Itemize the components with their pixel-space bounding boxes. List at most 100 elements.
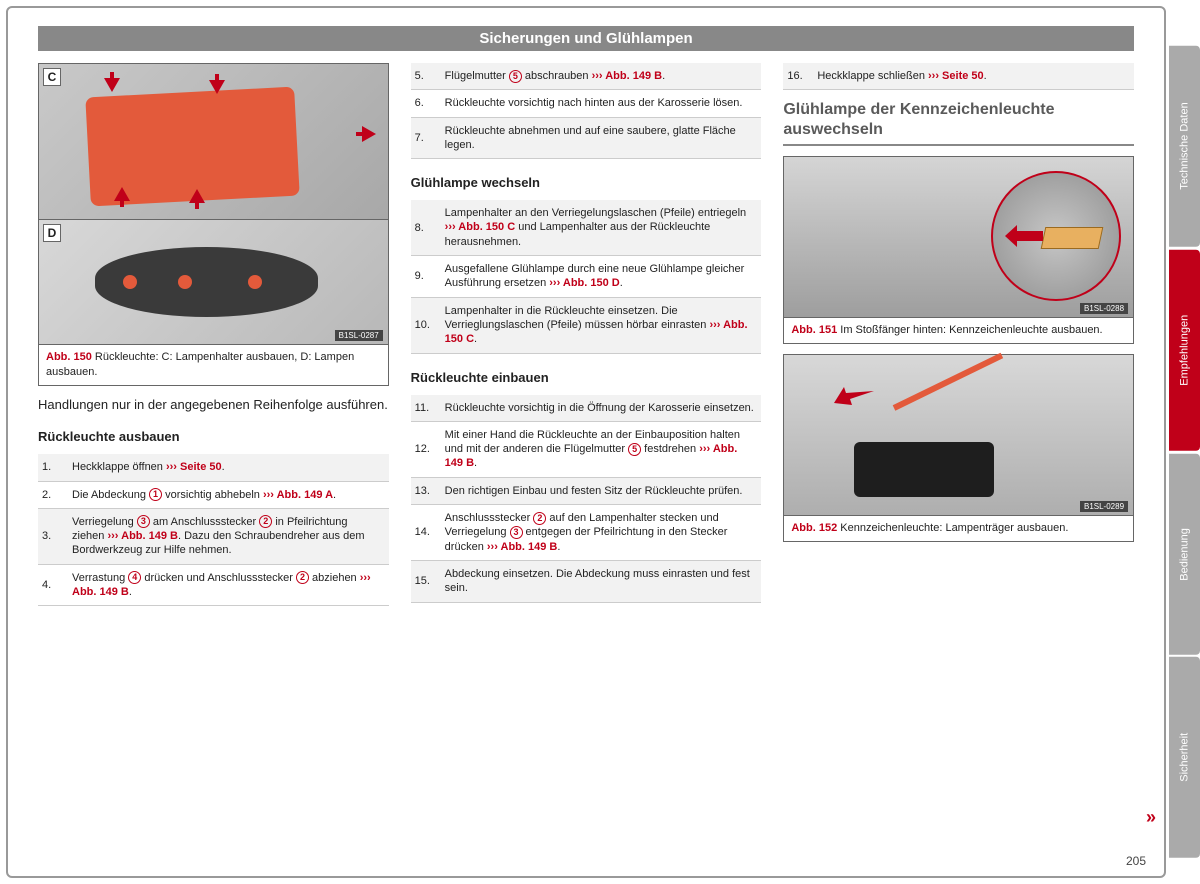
- arrow-icon: [209, 74, 225, 94]
- step-text: Abdeckung einsetzen. Die Abdeckung muss …: [439, 561, 762, 602]
- lamp-holder: [854, 442, 994, 497]
- step-row: 12.Mit einer Hand die Rückleuchte an der…: [411, 422, 762, 478]
- step-row: 9.Ausgefallene Glühlampe durch eine neue…: [411, 256, 762, 298]
- figure-tag-d: D: [43, 224, 61, 242]
- step-text: Verrastung 4 drücken und Anschlussstecke…: [66, 565, 389, 606]
- callout-number: 5: [628, 443, 641, 456]
- callout-number: 3: [510, 526, 523, 539]
- step-text: Lampenhalter an den Verriegelungslaschen…: [439, 200, 762, 255]
- step-text: Rückleuchte vorsichtig nach hinten aus d…: [439, 90, 762, 116]
- steps-list-16: 16. Heckklappe schließen ››› Seite 50.: [783, 63, 1134, 90]
- step-row: 16. Heckklappe schließen ››› Seite 50.: [783, 63, 1134, 90]
- manual-page: Sicherungen und Glühlampen C D B1SL-0287…: [6, 6, 1166, 878]
- step-text: Rückleuchte vorsichtig in die Öffnung de…: [439, 395, 762, 421]
- step-number: 12.: [411, 422, 439, 477]
- callout-number: 1: [149, 488, 162, 501]
- arrow-icon: [189, 189, 205, 209]
- cross-reference: ››› Abb. 149 B: [107, 530, 178, 542]
- callout-number: 2: [296, 571, 309, 584]
- cross-reference: ››› Abb. 150 D: [549, 277, 620, 289]
- screwdriver: [893, 353, 1003, 411]
- arrow-icon: [104, 72, 120, 92]
- step-row: 15.Abdeckung einsetzen. Die Abdeckung mu…: [411, 561, 762, 603]
- step-number: 8.: [411, 200, 439, 255]
- side-tab[interactable]: Bedienung: [1169, 454, 1200, 655]
- step-text: Lampenhalter in die Rückleuchte einsetze…: [439, 298, 762, 353]
- step-row: 4.Verrastung 4 drücken und Anschlussstec…: [38, 565, 389, 607]
- step-text: Die Abdeckung 1 vorsichtig abhebeln ››› …: [66, 482, 389, 508]
- step-text: Heckklappe öffnen ››› Seite 50.: [66, 454, 389, 480]
- zoom-circle: [991, 171, 1121, 301]
- step-text: Heckklappe schließen ››› Seite 50.: [811, 63, 1134, 89]
- step-number: 5.: [411, 63, 439, 89]
- column-1: C D B1SL-0287 Abb. 150 Rückleuchte: C: L…: [38, 63, 389, 862]
- step-number: 4.: [38, 565, 66, 606]
- callout-number: 5: [509, 70, 522, 83]
- side-tab[interactable]: Empfehlungen: [1169, 250, 1200, 451]
- step-number: 16.: [783, 63, 811, 89]
- step-text: Den richtigen Einbau und festen Sitz der…: [439, 478, 762, 504]
- side-tab[interactable]: Sicherheit: [1169, 657, 1200, 858]
- step-number: 7.: [411, 118, 439, 159]
- intro-text: Handlungen nur in der angegebenen Reihen…: [38, 396, 389, 414]
- figure-150-caption: Abb. 150 Rückleuchte: C: Lampenhalter au…: [39, 344, 388, 385]
- arrow-icon: [1005, 225, 1043, 247]
- callout-number: 2: [259, 515, 272, 528]
- figure-code: B1SL-0288: [1080, 303, 1128, 314]
- step-number: 9.: [411, 256, 439, 297]
- column-3: 16. Heckklappe schließen ››› Seite 50. G…: [783, 63, 1134, 862]
- steps-list-1: 1.Heckklappe öffnen ››› Seite 50.2.Die A…: [38, 454, 389, 606]
- cross-reference: ››› Abb. 150 C: [445, 221, 516, 233]
- side-tab[interactable]: Technische Daten: [1169, 46, 1200, 247]
- cross-reference: ››› Abb. 149 B: [592, 70, 663, 82]
- bulb-icon: [123, 275, 137, 289]
- step-row: 5.Flügelmutter 5 abschrauben ››› Abb. 14…: [411, 63, 762, 90]
- section-heading: Rückleuchte einbauen: [411, 370, 762, 385]
- section-heading: Rückleuchte ausbauen: [38, 429, 389, 444]
- bulb-icon: [248, 275, 262, 289]
- figure-tag-c: C: [43, 68, 61, 86]
- step-text: Ausgefallene Glühlampe durch eine neue G…: [439, 256, 762, 297]
- step-number: 3.: [38, 509, 66, 564]
- cross-reference: ››› Abb. 149 B: [487, 541, 558, 553]
- step-number: 6.: [411, 90, 439, 116]
- figure-152-image: B1SL-0289: [784, 355, 1133, 515]
- figure-150: C D B1SL-0287 Abb. 150 Rückleuchte: C: L…: [38, 63, 389, 386]
- step-row: 2.Die Abdeckung 1 vorsichtig abhebeln ››…: [38, 482, 389, 509]
- callout-number: 3: [137, 515, 150, 528]
- step-row: 10.Lampenhalter in die Rückleuchte einse…: [411, 298, 762, 354]
- figure-code: B1SL-0287: [335, 330, 383, 341]
- step-number: 10.: [411, 298, 439, 353]
- step-text: Anschlussstecker 2 auf den Lampenhalter …: [439, 505, 762, 560]
- step-text: Flügelmutter 5 abschrauben ››› Abb. 149 …: [439, 63, 762, 89]
- step-row: 13.Den richtigen Einbau und festen Sitz …: [411, 478, 762, 505]
- figure-152: B1SL-0289 Abb. 152 Kennzeichenleuchte: L…: [783, 354, 1134, 542]
- figure-150-image-c: C: [39, 64, 388, 219]
- step-text: Verriegelung 3 am Anschlussstecker 2 in …: [66, 509, 389, 564]
- bulb-icon: [178, 275, 192, 289]
- cross-reference: ››› Seite 50: [166, 461, 222, 473]
- steps-list-3: 11.Rückleuchte vorsichtig in die Öffnung…: [411, 395, 762, 603]
- step-row: 7.Rückleuchte abnehmen und auf eine saub…: [411, 118, 762, 160]
- callout-number: 4: [128, 571, 141, 584]
- step-row: 14.Anschlussstecker 2 auf den Lampenhalt…: [411, 505, 762, 561]
- arrow-icon: [114, 187, 130, 207]
- figure-code: B1SL-0289: [1080, 501, 1128, 512]
- page-number: 205: [1126, 854, 1146, 868]
- figure-151-image: B1SL-0288: [784, 157, 1133, 317]
- section-heading: Glühlampe wechseln: [411, 175, 762, 190]
- step-row: 3.Verriegelung 3 am Anschlussstecker 2 i…: [38, 509, 389, 565]
- page-title: Sicherungen und Glühlampen: [38, 26, 1134, 51]
- figure-151: B1SL-0288 Abb. 151 Im Stoßfänger hinten:…: [783, 156, 1134, 344]
- step-row: 8.Lampenhalter an den Verriegelungslasch…: [411, 200, 762, 256]
- step-number: 15.: [411, 561, 439, 602]
- arrow-icon: [356, 126, 376, 142]
- step-row: 1.Heckklappe öffnen ››› Seite 50.: [38, 454, 389, 481]
- step-row: 11.Rückleuchte vorsichtig in die Öffnung…: [411, 395, 762, 422]
- license-light: [1041, 227, 1104, 249]
- columns: C D B1SL-0287 Abb. 150 Rückleuchte: C: L…: [38, 63, 1134, 862]
- steps-list-top: 5.Flügelmutter 5 abschrauben ››› Abb. 14…: [411, 63, 762, 159]
- steps-list-2: 8.Lampenhalter an den Verriegelungslasch…: [411, 200, 762, 353]
- step-number: 2.: [38, 482, 66, 508]
- figure-152-caption: Abb. 152 Kennzeichenleuchte: Lampenträge…: [784, 515, 1133, 541]
